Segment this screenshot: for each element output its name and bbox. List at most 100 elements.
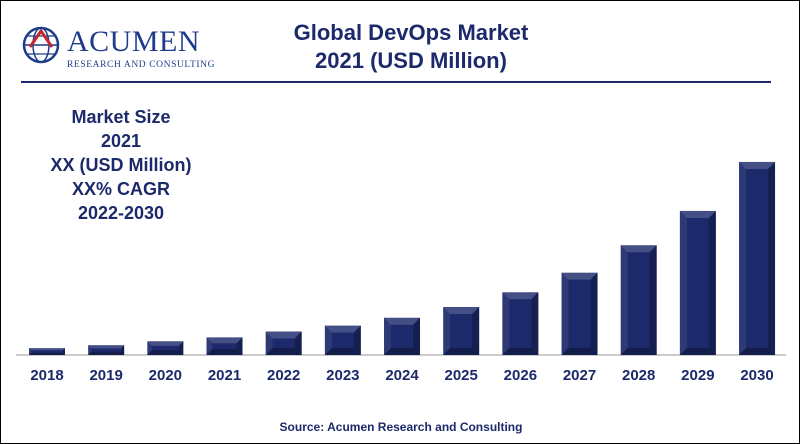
info-line-1: Market Size: [71, 107, 171, 127]
bar-bevel: [265, 331, 273, 355]
chart-title-line1: Global DevOps Market: [293, 20, 529, 45]
bar-2022: [265, 331, 302, 355]
bar-bevel: [29, 348, 32, 355]
x-tick-label: 2024: [385, 367, 419, 384]
bar-bevel: [443, 348, 480, 355]
title-divider: [21, 81, 771, 83]
info-line-4: XX% CAGR: [71, 179, 170, 199]
bar-bevel: [708, 210, 716, 355]
bar-body: [384, 317, 421, 355]
x-tick-labels: 2018 2019 2020 2021 2022 2023 2024 2025 2026 2027…: [30, 367, 773, 384]
bar-body: [739, 161, 776, 355]
bar-bevel: [147, 341, 152, 355]
bar-bevel: [649, 245, 657, 355]
bar-body: [679, 210, 716, 355]
bar-bevel: [739, 348, 776, 355]
market-info-box: Market Size 2021 XX (USD Million) XX% CA…: [41, 105, 201, 225]
bar-bevel: [265, 331, 302, 339]
bar-bevel: [178, 341, 184, 355]
bar-bevel: [620, 245, 628, 355]
bar-bevel: [384, 348, 421, 355]
bar-bevel: [768, 161, 776, 355]
bar-bevel: [29, 352, 65, 355]
bar-body: [147, 341, 184, 355]
bar-body: [502, 292, 539, 355]
x-tick-label: 2019: [89, 367, 122, 384]
bar-bevel: [324, 325, 361, 333]
bar-bevel: [206, 337, 243, 344]
bar-bevel: [147, 350, 184, 355]
bar-bevel: [324, 325, 332, 355]
bar-bevel: [265, 348, 302, 355]
bar-bevel: [353, 325, 361, 355]
x-tick-label: 2023: [326, 367, 359, 384]
info-line-5: 2022-2030: [77, 203, 165, 223]
bar-bevel: [88, 351, 125, 355]
bar-bevel: [384, 317, 392, 355]
bar-2019: [88, 345, 125, 355]
x-tick-label: 2030: [740, 367, 773, 384]
bar-bevel: [443, 306, 451, 355]
bar-2018: [29, 348, 65, 355]
bar-bevel: [739, 161, 747, 355]
bar-bevel: [531, 292, 539, 355]
bar-body: [620, 245, 657, 355]
bar-2030: [739, 161, 776, 355]
bar-body: [29, 348, 65, 355]
bar-bevel: [739, 161, 776, 169]
logo-tagline: RESEARCH AND CONSULTING: [67, 60, 216, 70]
bar-body: [265, 331, 302, 355]
bar-2026: [502, 292, 539, 355]
bar-bevel: [294, 331, 302, 355]
x-tick-label: 2025: [445, 367, 478, 384]
bar-bevel: [443, 306, 480, 314]
x-tick-label: 2022: [267, 367, 300, 384]
bar-body: [324, 325, 361, 355]
bar-bevel: [561, 272, 569, 355]
bar-bevel: [472, 306, 480, 355]
x-tick-label: 2021: [208, 367, 241, 384]
bar-bevel: [62, 348, 65, 355]
x-tick-label: 2027: [563, 367, 596, 384]
bar-bevel: [561, 272, 598, 280]
bar-2020: [147, 341, 184, 355]
globe-icon: [22, 26, 60, 64]
bar-bevel: [88, 345, 92, 355]
bar-bevel: [413, 317, 421, 355]
bars-group: [29, 161, 776, 355]
bar-bevel: [590, 272, 598, 355]
chart-title-line2: 2021 (USD Million): [315, 48, 507, 73]
bar-body: [206, 337, 243, 355]
bar-2021: [206, 337, 243, 355]
x-tick-label: 2020: [149, 367, 182, 384]
info-line-3: XX (USD Million): [50, 155, 192, 175]
bar-bevel: [88, 345, 125, 349]
bar-2028: [620, 245, 657, 355]
bar-body: [443, 306, 480, 355]
x-tick-label: 2029: [681, 367, 714, 384]
bar-bevel: [384, 317, 421, 325]
bar-2023: [324, 325, 361, 355]
x-tick-label: 2026: [504, 367, 537, 384]
info-line-2: 2021: [100, 131, 142, 151]
bar-2029: [679, 210, 716, 355]
logo-name: ACUMEN: [67, 25, 201, 58]
bar-bevel: [324, 348, 361, 355]
bar-bevel: [620, 245, 657, 253]
bar-bevel: [502, 292, 539, 300]
chart-title: Global DevOps Market 2021 (USD Million): [261, 19, 561, 75]
bar-body: [88, 345, 125, 355]
bar-bevel: [206, 349, 243, 355]
acumen-logo: ACUMEN RESEARCH AND CONSULTING: [21, 23, 214, 73]
bar-bevel: [502, 348, 539, 355]
bar-bevel: [236, 337, 243, 355]
x-tick-label: 2018: [30, 367, 63, 384]
bar-bevel: [502, 292, 510, 355]
bar-bevel: [679, 210, 687, 355]
bar-bevel: [120, 345, 125, 355]
bar-2027: [561, 272, 598, 355]
x-tick-label: 2028: [622, 367, 655, 384]
bar-bevel: [561, 348, 598, 355]
bar-body: [561, 272, 598, 355]
